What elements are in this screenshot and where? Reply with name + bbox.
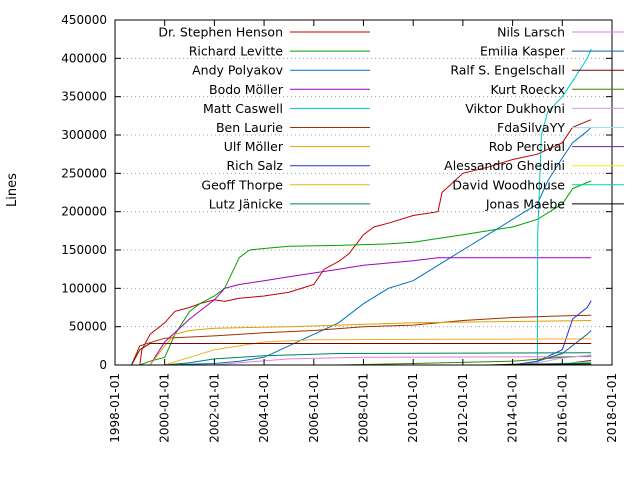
x-tick-label: 2016-01-01 — [555, 373, 569, 443]
series-line-8 — [512, 300, 592, 366]
y-tick-label: 250000 — [61, 166, 107, 180]
legend-label-13: Ralf S. Engelschall — [450, 63, 565, 78]
series-layer — [131, 48, 592, 366]
series-line-11 — [214, 356, 592, 366]
legend-label-3: Andy Polyakov — [192, 63, 283, 78]
x-tick-label: 2010-01-01 — [406, 373, 420, 443]
legend-label-12: Emilia Kasper — [480, 44, 566, 59]
x-tick-label: 2004-01-01 — [257, 373, 271, 443]
legend-label-4: Bodo Möller — [209, 82, 284, 97]
legend-label-17: Rob Percival — [489, 139, 565, 154]
legend: Dr. Stephen Henson Richard Levitte Andy Po… — [158, 25, 624, 211]
series-line-1 — [139, 119, 592, 366]
x-tick-label: 2008-01-01 — [356, 373, 370, 443]
x-axis: 1998-01-01 2000-01-01 2002-01-01 2004-01-01… — [108, 20, 619, 443]
y-tick-label: 50000 — [69, 320, 107, 334]
legend-label-11: Nils Larsch — [497, 25, 565, 40]
y-tick-label: 200000 — [61, 205, 107, 219]
y-tick-label: 450000 — [61, 13, 107, 27]
series-line-12 — [512, 330, 592, 366]
legend-label-20: Jonas Maebe — [485, 196, 565, 211]
x-tick-label: 2018-01-01 — [605, 373, 619, 443]
y-tick-label: 300000 — [61, 128, 107, 142]
x-tick-label: 2012-01-01 — [456, 373, 470, 443]
y-tick-label: 150000 — [61, 243, 107, 257]
y-tick-label: 350000 — [61, 90, 107, 104]
series-line-13 — [131, 343, 592, 366]
legend-label-18: Alessandro Ghedini — [444, 158, 565, 173]
y-axis-label: Lines — [5, 173, 20, 207]
legend-label-15: Viktor Dukhovni — [465, 101, 565, 116]
series-line-9 — [164, 338, 592, 366]
legend-label-2: Richard Levitte — [189, 44, 284, 59]
y-tick-label: 400000 — [61, 51, 107, 65]
x-tick-label: 2014-01-01 — [506, 373, 520, 443]
legend-label-9: Geoff Thorpe — [201, 177, 283, 192]
legend-label-14: Kurt Roeckx — [491, 82, 565, 97]
series-line-6 — [131, 314, 592, 366]
y-tick-label: 0 — [99, 358, 107, 372]
series-line-4 — [149, 257, 592, 366]
legend-label-6: Ben Laurie — [216, 120, 283, 135]
legend-label-19: David Woodhouse — [452, 177, 565, 192]
x-tick-label: 2002-01-01 — [207, 373, 221, 443]
legend-label-5: Matt Caswell — [203, 101, 283, 116]
x-tick-label: 2006-01-01 — [307, 373, 321, 443]
series-line-10 — [164, 352, 592, 366]
legend-label-10: Lutz Jänicke — [209, 196, 284, 211]
x-tick-label: 1998-01-01 — [108, 373, 122, 443]
legend-label-1: Dr. Stephen Henson — [158, 25, 283, 40]
x-tick-label: 2000-01-01 — [158, 373, 172, 443]
y-axis: 0 50000 100000 150000 200000 250000 300000 3500… — [61, 13, 612, 372]
series-line-3 — [164, 126, 592, 366]
legend-label-8: Rich Salz — [226, 158, 283, 173]
legend-label-16: FdaSilvaYY — [497, 120, 565, 135]
legend-label-7: Ulf Möller — [224, 139, 284, 154]
series-line-2 — [139, 180, 592, 366]
y-tick-label: 100000 — [61, 281, 107, 295]
